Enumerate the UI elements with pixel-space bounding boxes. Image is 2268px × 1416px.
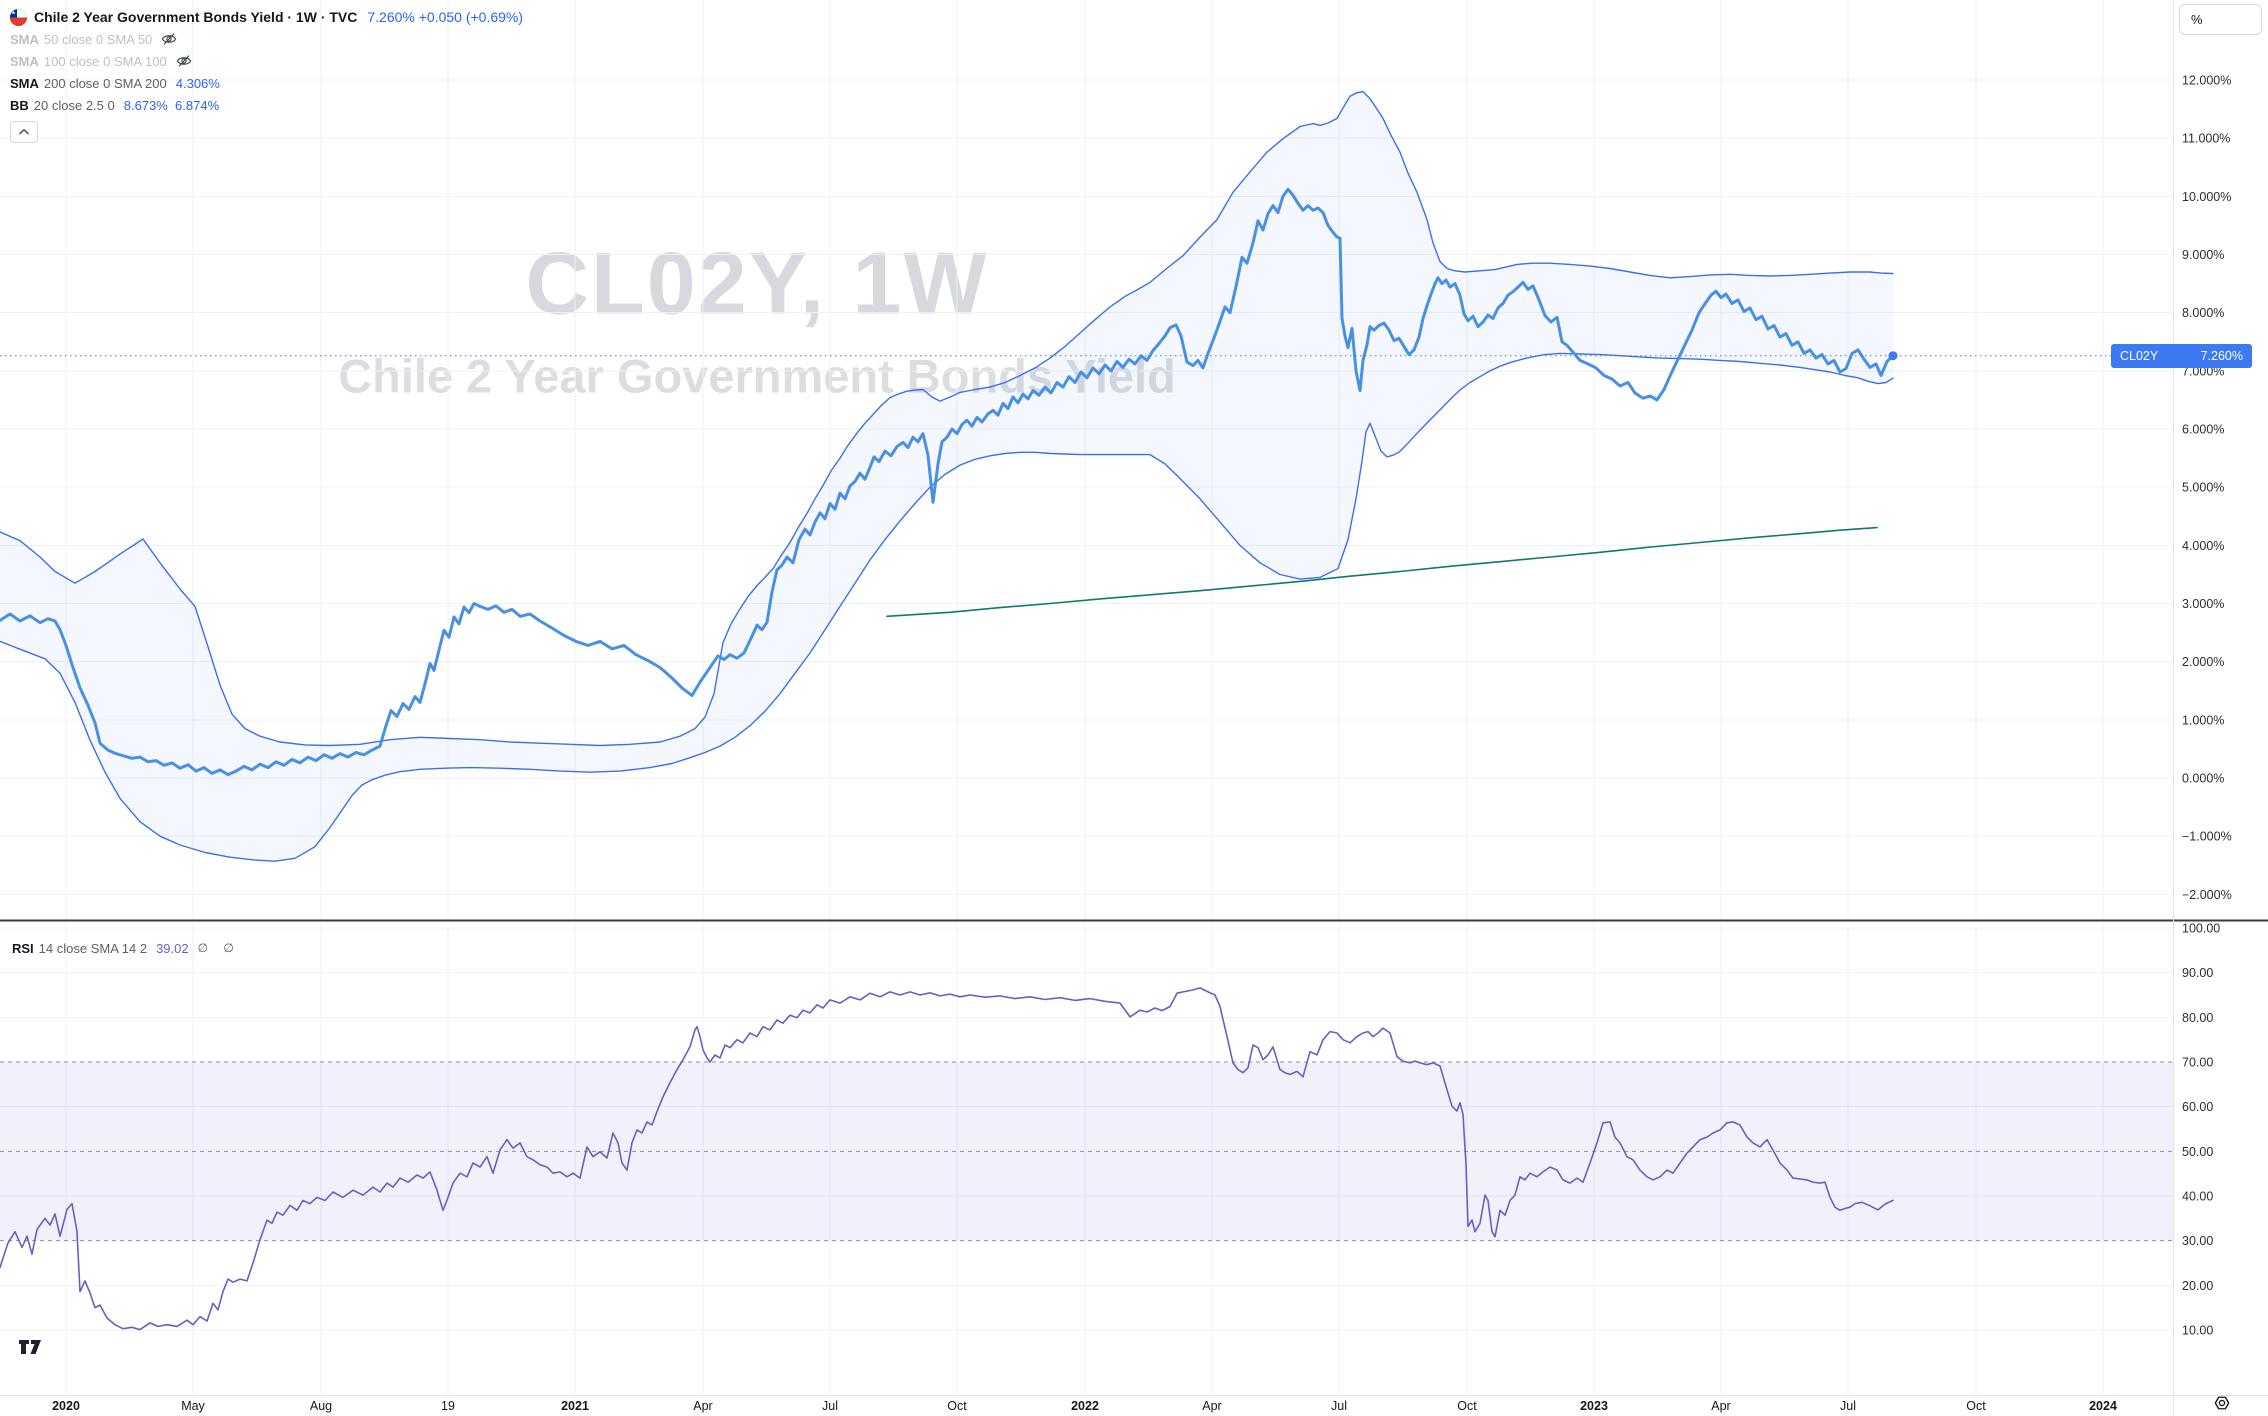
rsi-axis-label: 30.00 — [2182, 1234, 2213, 1248]
time-axis-label: Jul — [822, 1399, 838, 1413]
time-axis-label: Oct — [1457, 1399, 1477, 1413]
price-axis-label: 6.000% — [2182, 423, 2224, 437]
price-axis-label: 8.000% — [2182, 306, 2224, 320]
time-axis-strip[interactable] — [0, 1396, 2173, 1416]
rsi-band-fill — [0, 1062, 2173, 1241]
time-axis-label: 2022 — [1071, 1399, 1099, 1413]
indicator-name: RSI — [12, 940, 34, 956]
indicator-value: 4.306% — [175, 75, 220, 91]
indicator-params: 100 close 0 SMA 100 — [43, 53, 167, 69]
price-axis-label: 5.000% — [2182, 481, 2224, 495]
time-axis-label: 2023 — [1580, 1399, 1608, 1413]
rsi-axis-label: 60.00 — [2182, 1100, 2213, 1114]
time-axis-label: Apr — [693, 1399, 712, 1413]
rsi-axis-label: 40.00 — [2182, 1190, 2213, 1204]
indicator-row-rsi[interactable]: RSI 14 close SMA 14 2 39.02 ∅ ∅ — [12, 937, 240, 959]
time-axis-label: Apr — [1711, 1399, 1730, 1413]
price-label-value: 7.260% — [2200, 349, 2243, 363]
price-axis-label: 12.000% — [2182, 73, 2231, 87]
bb_upper-series — [0, 90, 1894, 747]
price-series — [0, 187, 1895, 777]
rsi-series — [0, 987, 1894, 1331]
time-axis-label: Oct — [947, 1399, 967, 1413]
legend: Chile 2 Year Government Bonds Yield · 1W… — [10, 6, 523, 143]
tradingview-logo-icon — [19, 1340, 41, 1354]
indicator-name: BB — [10, 97, 29, 113]
indicator-row-sma100[interactable]: SMA 100 close 0 SMA 100 — [10, 50, 523, 72]
time-axis-label: 2024 — [2089, 1399, 2117, 1413]
rsi-axis-label: 10.00 — [2182, 1324, 2213, 1338]
time-axis-label: 2020 — [52, 1399, 80, 1413]
tradingview-logo[interactable] — [17, 1336, 51, 1358]
price-axis-label: 1.000% — [2182, 713, 2224, 727]
indicator-name: SMA — [10, 75, 39, 91]
price-axis-label: 10.000% — [2182, 190, 2231, 204]
bollinger-fill — [0, 91, 1893, 862]
indicator-row-sma50[interactable]: SMA 50 close 0 SMA 50 — [10, 28, 523, 50]
price-axis-label: 0.000% — [2182, 772, 2224, 786]
price-axis-label: 4.000% — [2182, 539, 2224, 553]
rsi-axis-label: 90.00 — [2182, 966, 2213, 980]
price-axis-label: 9.000% — [2182, 248, 2224, 262]
chile-flag-icon — [10, 8, 27, 26]
indicator-params: 50 close 0 SMA 50 — [43, 31, 153, 47]
indicator-name: SMA — [10, 53, 39, 69]
indicator-disabled-toggles[interactable]: ∅ ∅ — [197, 941, 240, 955]
indicator-row-bb[interactable]: BB 20 close 2.5 0 8.673% 6.874% — [10, 94, 523, 116]
time-axis-label: May — [181, 1399, 205, 1413]
bb_lower-series — [0, 352, 1894, 862]
eye-off-icon[interactable] — [161, 31, 177, 47]
price-axis-unit-button[interactable]: % — [2179, 4, 2262, 35]
time-axis-label: Aug — [310, 1399, 332, 1413]
indicator-values: 8.673% 6.874% — [123, 97, 220, 113]
time-axis-label: Oct — [1966, 1399, 1986, 1413]
indicator-params: 14 close SMA 14 2 — [38, 940, 148, 956]
indicator-value: 39.02 — [156, 940, 189, 956]
time-axis-label: Jul — [1840, 1399, 1856, 1413]
price-axis-label: −2.000% — [2182, 888, 2232, 902]
time-axis-label: Jul — [1331, 1399, 1347, 1413]
sma200-series — [886, 526, 1878, 618]
rsi-axis-label: 80.00 — [2182, 1011, 2213, 1025]
time-axis-label: 2021 — [561, 1399, 589, 1413]
symbol-legend-row[interactable]: Chile 2 Year Government Bonds Yield · 1W… — [10, 6, 523, 28]
eye-off-icon[interactable] — [176, 53, 192, 69]
unit-label: % — [2191, 12, 2203, 27]
price-axis-label: −1.000% — [2182, 830, 2232, 844]
rsi-axis-label: 70.00 — [2182, 1056, 2213, 1070]
indicator-params: 200 close 0 SMA 200 — [43, 75, 167, 91]
indicator-name: SMA — [10, 31, 39, 47]
indicator-params: 20 close 2.5 0 — [33, 97, 115, 113]
rsi-axis-label: 100.00 — [2182, 922, 2220, 936]
rsi-axis-label: 20.00 — [2182, 1279, 2213, 1293]
gear-icon — [2214, 1396, 2230, 1410]
symbol-price-change: 7.260% +0.050 (+0.69%) — [367, 9, 524, 25]
chevron-up-icon — [18, 128, 30, 135]
time-axis-label: Apr — [1202, 1399, 1221, 1413]
rsi-axis-label: 50.00 — [2182, 1145, 2213, 1159]
price-axis-label: 2.000% — [2182, 655, 2224, 669]
price-label-symbol: CL02Y — [2120, 349, 2159, 363]
time-axis-label: 19 — [441, 1399, 455, 1413]
last-price-dot — [1888, 351, 1898, 361]
price-axis-label: 11.000% — [2182, 132, 2230, 146]
current-price-label: CL02Y 7.260% — [2111, 344, 2252, 368]
legend-collapse-button[interactable] — [10, 121, 38, 143]
indicator-row-sma200[interactable]: SMA 200 close 0 SMA 200 4.306% — [10, 72, 523, 94]
price-axis-label: 3.000% — [2182, 597, 2224, 611]
symbol-title: Chile 2 Year Government Bonds Yield · 1W… — [34, 9, 358, 25]
axis-settings-button[interactable] — [2206, 1392, 2238, 1414]
price-axis-strip[interactable] — [2173, 0, 2268, 1395]
